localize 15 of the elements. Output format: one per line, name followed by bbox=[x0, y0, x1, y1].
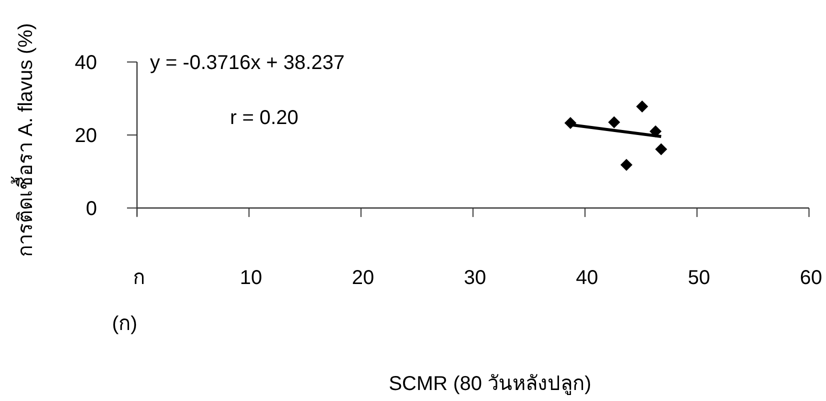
x-tick-label: 20 bbox=[352, 267, 374, 289]
x-tick-label: 30 bbox=[464, 267, 486, 289]
y-tick-label: 20 bbox=[74, 125, 97, 147]
annotation: y = -0.3716x + 38.237 bbox=[150, 52, 345, 74]
x-tick-label: 40 bbox=[576, 267, 598, 289]
y-tick-label: 0 bbox=[86, 198, 97, 220]
x-tick-label: 10 bbox=[240, 267, 262, 289]
x-tick-label: 50 bbox=[688, 267, 710, 289]
y-axis-title: การติดเชื้อรา A. flavus (%) bbox=[11, 23, 37, 257]
x-tick-label: 60 bbox=[800, 267, 822, 289]
annotation: r = 0.20 bbox=[230, 107, 298, 129]
x-tick-label: ก bbox=[133, 267, 145, 289]
x-axis-title: SCMR (80 วันหลังปลูก) bbox=[388, 373, 592, 396]
text: (ก) bbox=[112, 313, 138, 335]
y-tick-label: 40 bbox=[74, 52, 97, 74]
